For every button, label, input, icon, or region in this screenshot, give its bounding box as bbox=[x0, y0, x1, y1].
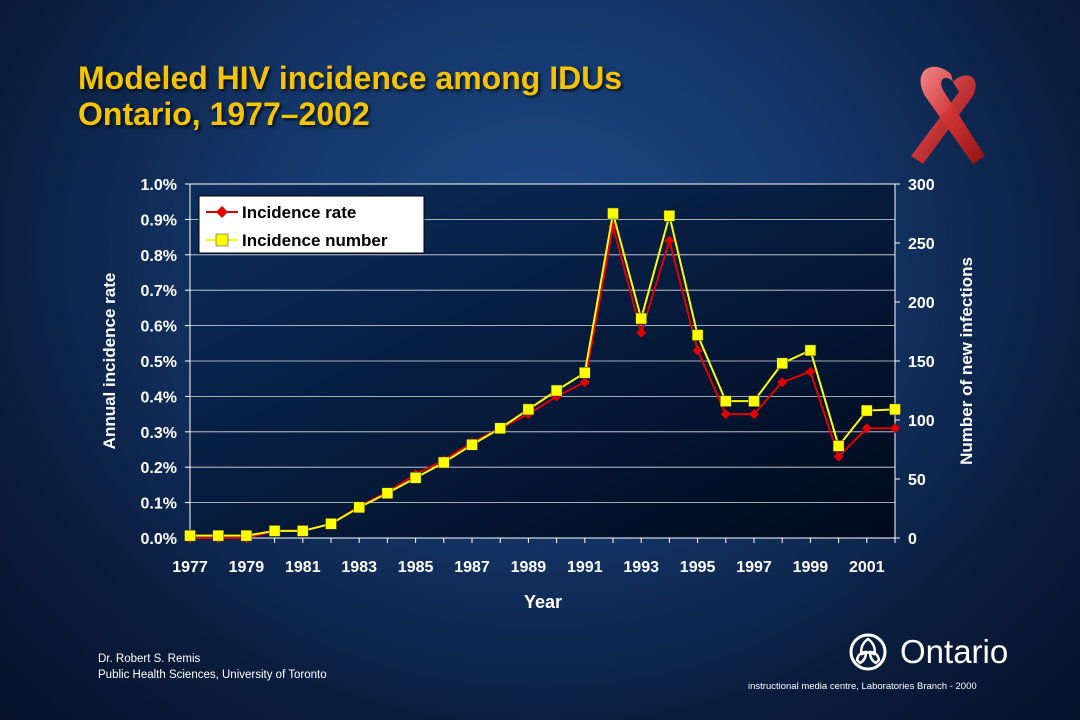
data-point-incidence-number bbox=[438, 456, 450, 469]
red-ribbon-icon bbox=[911, 66, 985, 164]
data-point-incidence-rate bbox=[890, 423, 900, 434]
title-line-1: Modeled HIV incidence among IDUs bbox=[78, 60, 623, 96]
data-point-incidence-number bbox=[663, 210, 676, 222]
y-left-tick-label: 0.9% bbox=[141, 212, 177, 229]
data-point-incidence-number bbox=[691, 329, 704, 341]
x-tick-label: 1987 bbox=[454, 559, 490, 576]
title-line-2: Ontario, 1977–2002 bbox=[78, 96, 370, 132]
data-point-incidence-rate bbox=[777, 377, 788, 388]
x-tick-label: 1999 bbox=[793, 559, 829, 576]
legend-number-marker bbox=[215, 233, 229, 247]
x-tick-label: 2001 bbox=[849, 559, 885, 576]
x-tick-label: 1991 bbox=[567, 559, 603, 576]
slide-title: Modeled HIV incidence among IDUs Ontario… bbox=[78, 60, 622, 132]
x-tick-label: 1997 bbox=[736, 559, 772, 576]
x-tick-labels: 1977 1979 1981 1983 1985 1987 1989 1991 1993 1995… bbox=[172, 538, 896, 576]
y-right-tick-label: 300 bbox=[908, 177, 935, 194]
x-tick-label: 1993 bbox=[623, 559, 659, 576]
author-name: Dr. Robert S. Remis bbox=[98, 653, 201, 665]
x-tick-label: 1989 bbox=[511, 559, 547, 576]
data-point-incidence-number bbox=[268, 525, 281, 537]
data-point-incidence-rate bbox=[749, 409, 759, 420]
data-point-incidence-rate bbox=[664, 235, 675, 246]
data-point-incidence-number bbox=[804, 344, 817, 357]
series-incidence-number bbox=[184, 207, 901, 542]
data-point-incidence-number bbox=[325, 518, 337, 530]
data-point-incidence-rate bbox=[636, 327, 647, 338]
data-point-incidence-rate bbox=[720, 409, 731, 420]
data-point-incidence-number bbox=[579, 367, 591, 379]
data-point-incidence-rate bbox=[579, 377, 590, 388]
gridlines bbox=[190, 218, 895, 504]
y-left-tick-labels: 0.0% 0.1% 0.2% 0.3% 0.4% 0.5% 0.6% 0.7% 0.8% 0.9%… bbox=[141, 177, 190, 548]
y-left-tick-label: 0.3% bbox=[141, 425, 177, 442]
data-point-incidence-rate bbox=[833, 451, 844, 462]
author-affiliation: Public Health Sciences, University of To… bbox=[98, 669, 327, 681]
x-tick-label: 1977 bbox=[172, 559, 208, 576]
y-right-tick-labels: 0 50 100 150 200 250 300 bbox=[895, 177, 935, 548]
data-point-incidence-number bbox=[776, 357, 788, 370]
y-left-tick-label: 0.1% bbox=[141, 496, 177, 513]
data-point-incidence-number bbox=[212, 529, 224, 542]
x-axis-title: Year bbox=[524, 592, 562, 612]
data-point-incidence-number bbox=[522, 403, 535, 416]
x-tick-label: 1985 bbox=[398, 559, 434, 576]
data-point-incidence-number bbox=[861, 404, 873, 417]
data-point-incidence-number bbox=[748, 395, 760, 407]
footer-credit: instructional media centre, Laboratories… bbox=[748, 681, 977, 692]
y-right-tick-label: 50 bbox=[908, 472, 926, 489]
legend-rate-marker bbox=[216, 206, 228, 218]
data-point-incidence-rate bbox=[805, 366, 816, 377]
data-point-incidence-number bbox=[550, 384, 563, 397]
data-point-incidence-number bbox=[297, 525, 309, 537]
y-right-tick-label: 0 bbox=[908, 531, 917, 548]
data-point-incidence-number bbox=[720, 395, 732, 407]
data-point-incidence-number bbox=[184, 529, 196, 542]
legend-rate-label: Incidence rate bbox=[242, 203, 356, 222]
legend: Incidence rate Incidence number bbox=[198, 195, 425, 254]
y-left-tick-label: 0.4% bbox=[141, 389, 177, 406]
y-left-tick-label: 0.2% bbox=[141, 460, 177, 477]
y-right-axis-title: Number of new infections bbox=[957, 257, 976, 465]
data-point-incidence-number bbox=[381, 487, 394, 499]
legend-box bbox=[198, 195, 425, 254]
y-right-tick-label: 150 bbox=[908, 354, 935, 371]
x-tick-label: 1995 bbox=[680, 559, 716, 576]
y-left-tick-label: 0.8% bbox=[141, 248, 177, 265]
author-credit: Dr. Robert S. Remis Public Health Scienc… bbox=[98, 651, 327, 683]
data-point-incidence-number bbox=[889, 403, 901, 416]
y-left-tick-label: 1.0% bbox=[141, 177, 177, 194]
y-right-tick-label: 250 bbox=[908, 236, 935, 253]
data-point-incidence-number bbox=[466, 439, 478, 451]
y-left-axis-title: Annual incidence rate bbox=[100, 273, 119, 450]
x-tick-label: 1979 bbox=[229, 559, 265, 576]
x-tick-label: 1981 bbox=[285, 559, 321, 576]
y-left-tick-label: 0.5% bbox=[141, 354, 177, 371]
data-point-incidence-number bbox=[635, 312, 647, 325]
x-tick-label: 1983 bbox=[341, 559, 377, 576]
data-point-incidence-number bbox=[240, 529, 253, 542]
y-left-tick-label: 0.0% bbox=[141, 531, 177, 548]
data-point-incidence-rate bbox=[861, 423, 872, 434]
y-right-tick-label: 200 bbox=[908, 295, 935, 312]
legend-number-label: Incidence number bbox=[242, 231, 388, 250]
ontario-trillium-logo-icon bbox=[849, 633, 887, 671]
y-left-tick-label: 0.7% bbox=[141, 283, 177, 300]
data-point-incidence-number bbox=[607, 207, 619, 220]
data-point-incidence-number bbox=[832, 440, 845, 452]
y-right-tick-label: 100 bbox=[908, 413, 935, 430]
data-point-incidence-number bbox=[494, 422, 506, 435]
data-point-incidence-number bbox=[353, 501, 365, 514]
data-point-incidence-number bbox=[409, 472, 422, 484]
data-point-incidence-rate bbox=[692, 345, 703, 356]
ontario-wordmark: Ontario bbox=[900, 633, 1009, 670]
y-left-tick-label: 0.6% bbox=[141, 319, 177, 336]
